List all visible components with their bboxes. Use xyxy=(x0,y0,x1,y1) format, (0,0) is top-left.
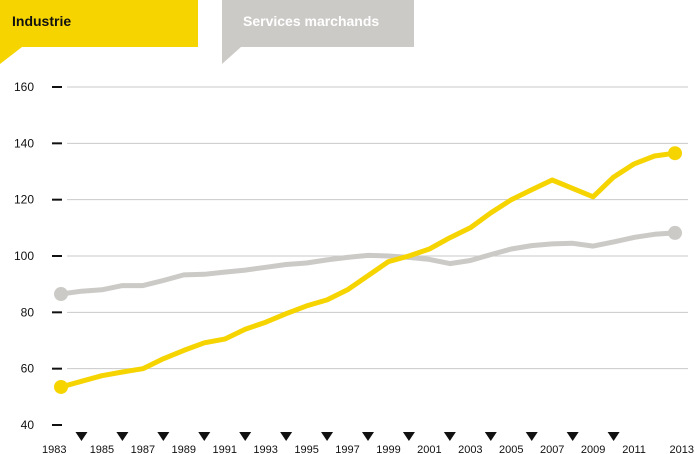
legend-industrie[interactable]: Industrie xyxy=(0,0,198,64)
series-lines xyxy=(58,150,678,390)
y-tick-label: 160 xyxy=(14,80,34,94)
y-tick-label: 80 xyxy=(21,305,35,319)
x-axis-markers xyxy=(75,432,620,441)
legend-industrie-label: Industrie xyxy=(12,13,71,29)
x-tick-label: 2003 xyxy=(458,444,482,454)
legend-services-label: Services marchands xyxy=(243,13,379,29)
x-tick-marker xyxy=(484,432,497,441)
x-tick-label: 1989 xyxy=(172,444,196,454)
x-tick-label: 2005 xyxy=(499,444,523,454)
x-tick-marker xyxy=(321,432,334,441)
x-tick-label: 2001 xyxy=(417,444,441,454)
y-tick-label: 140 xyxy=(14,136,34,150)
y-tick-label: 40 xyxy=(21,418,35,432)
y-tick-label: 100 xyxy=(14,249,34,263)
x-tick-label: 2007 xyxy=(540,444,564,454)
y-gridlines xyxy=(52,86,688,426)
x-tick-marker xyxy=(239,432,252,441)
y-tick-label: 120 xyxy=(14,193,34,207)
x-tick-marker xyxy=(75,432,88,441)
series-endpoints xyxy=(54,146,682,394)
x-tick-marker xyxy=(607,432,620,441)
series-start-point-industrie xyxy=(54,379,68,394)
x-tick-marker xyxy=(157,432,170,441)
series-end-point-services-marchands xyxy=(668,225,682,240)
legend-industrie-swatch xyxy=(0,0,198,64)
y-axis-ticks: 40 60 80 100 120 140 160 xyxy=(14,80,34,432)
x-tick-label: 1985 xyxy=(90,444,114,454)
legend-services-swatch xyxy=(222,0,414,64)
x-tick-label: 1991 xyxy=(212,444,236,454)
x-tick-label: 1983 xyxy=(42,444,66,454)
series-start-point-services-marchands xyxy=(54,287,68,302)
x-tick-marker xyxy=(116,432,129,441)
x-tick-label: 1993 xyxy=(253,444,277,454)
x-tick-marker xyxy=(280,432,293,441)
series-end-point-industrie xyxy=(668,146,682,161)
x-tick-marker xyxy=(443,432,456,441)
x-tick-marker xyxy=(566,432,579,441)
x-tick-marker xyxy=(525,432,538,441)
x-tick-marker xyxy=(362,432,374,441)
x-tick-label: 1999 xyxy=(376,444,400,454)
series-line-industrie xyxy=(58,150,678,390)
x-tick-marker xyxy=(402,432,415,441)
x-tick-label: 2011 xyxy=(622,444,646,454)
x-tick-marker xyxy=(198,432,211,441)
legend-services[interactable]: Services marchands xyxy=(222,0,414,64)
x-tick-label: 2009 xyxy=(581,444,605,454)
x-tick-label: 1987 xyxy=(131,444,155,454)
x-tick-label: 1995 xyxy=(294,444,318,454)
x-tick-label: 1997 xyxy=(335,444,359,454)
y-tick-label: 60 xyxy=(21,362,35,376)
x-axis-ticks: 1983 1985 1987 1989 1991 1993 1995 1997 1999 2001… xyxy=(42,444,694,454)
x-tick-label: 2013 xyxy=(670,444,694,454)
series-line-services-marchands xyxy=(58,230,678,297)
